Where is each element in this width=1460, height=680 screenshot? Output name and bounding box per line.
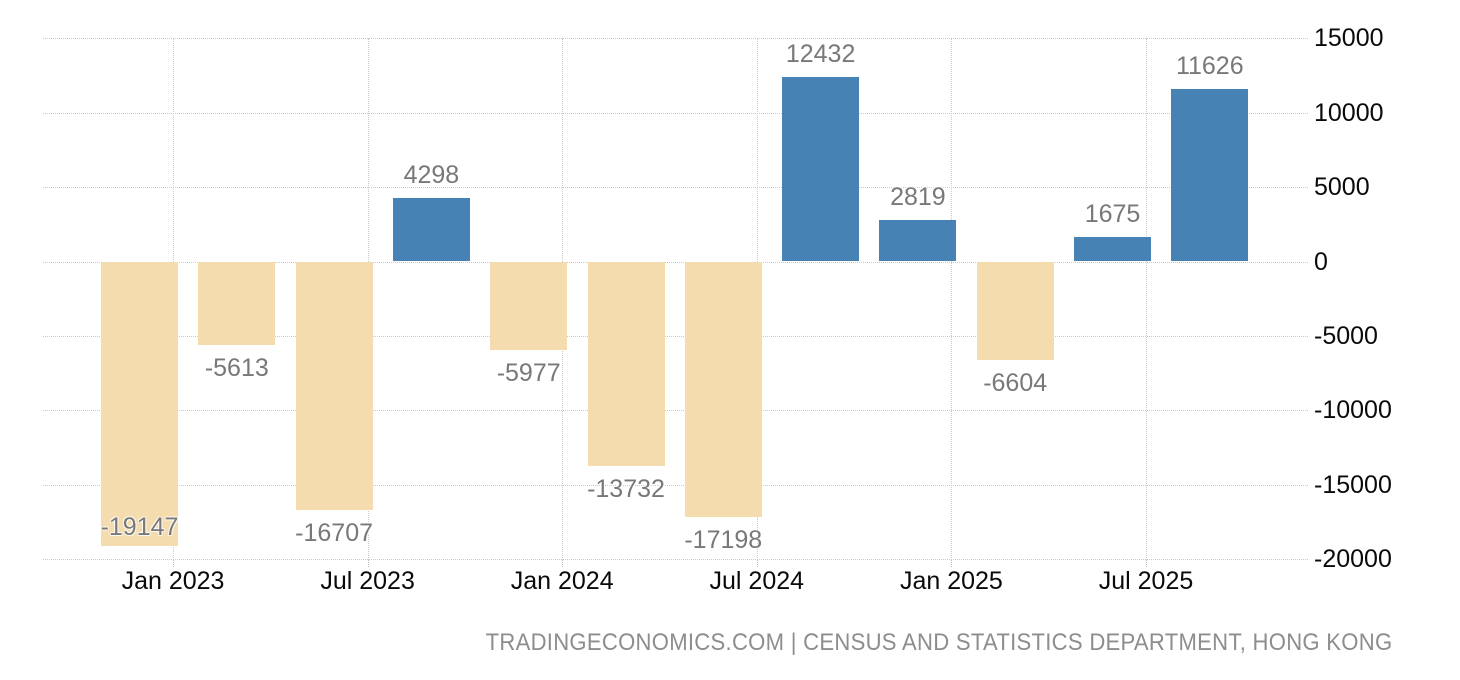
x-axis-label: Jan 2023 — [121, 567, 225, 595]
bar-value-label: -19147 — [100, 513, 179, 542]
gridline-vertical — [1146, 38, 1147, 560]
bar-negative[interactable] — [684, 261, 762, 518]
bar-value-label: -17198 — [684, 526, 763, 555]
gridline-horizontal — [43, 187, 1308, 189]
y-axis-label: 15000 — [1314, 24, 1384, 53]
y-axis-label: -20000 — [1314, 545, 1392, 574]
gridline-horizontal — [43, 38, 1308, 40]
y-axis-label: 0 — [1314, 247, 1328, 276]
bar-positive[interactable] — [879, 219, 957, 262]
x-axis-label: Jan 2024 — [510, 567, 614, 595]
x-axis-label: Jul 2024 — [709, 567, 805, 595]
bar-positive[interactable] — [392, 197, 470, 262]
gridline-horizontal — [43, 410, 1308, 412]
bar-negative[interactable] — [101, 261, 178, 547]
bar-positive[interactable] — [782, 76, 860, 262]
gridline-horizontal — [43, 261, 1308, 263]
y-axis-label: 10000 — [1314, 98, 1384, 127]
bar-positive[interactable] — [1074, 236, 1151, 262]
bar-value-label: -5977 — [496, 359, 561, 388]
y-axis-label: -5000 — [1314, 321, 1378, 350]
bar-negative[interactable] — [198, 261, 276, 346]
bar-value-label: -13732 — [587, 474, 665, 503]
y-axis-label: -10000 — [1314, 396, 1392, 425]
bar-value-label: -16707 — [295, 519, 374, 548]
gridline-horizontal — [43, 559, 1308, 561]
bar-value-label: 12432 — [785, 39, 856, 68]
bar-negative[interactable] — [976, 261, 1054, 360]
bar-negative[interactable] — [295, 261, 373, 511]
y-axis-label: -15000 — [1314, 470, 1392, 499]
chart-attribution: TRADINGECONOMICS.COM | CENSUS AND STATIS… — [485, 629, 1393, 656]
bar-positive[interactable] — [1171, 88, 1249, 262]
bar-negative[interactable] — [587, 261, 665, 466]
bar-value-label: 11626 — [1175, 51, 1244, 80]
x-axis-label: Jul 2025 — [1098, 567, 1194, 595]
bar-value-label: -5613 — [204, 354, 269, 383]
x-axis-label: Jan 2025 — [899, 567, 1003, 595]
bar-negative[interactable] — [490, 261, 568, 351]
x-axis-tick — [951, 559, 953, 567]
bar-value-label: 4298 — [403, 160, 460, 189]
x-axis-tick — [756, 559, 758, 567]
x-axis-label: Jul 2023 — [320, 567, 415, 595]
bar-value-label: 2819 — [890, 182, 946, 211]
x-axis-tick — [1146, 559, 1147, 567]
gridline-horizontal — [43, 112, 1308, 114]
x-axis-tick — [173, 559, 174, 567]
x-axis-tick — [562, 559, 564, 567]
gridline-horizontal — [43, 335, 1308, 337]
bar-value-label: -6604 — [983, 368, 1048, 397]
x-axis-tick — [367, 559, 369, 567]
gridline-vertical — [951, 38, 953, 560]
gridline-horizontal — [43, 484, 1308, 486]
y-axis-label: 5000 — [1314, 173, 1370, 202]
bar-value-label: 1675 — [1084, 199, 1141, 228]
